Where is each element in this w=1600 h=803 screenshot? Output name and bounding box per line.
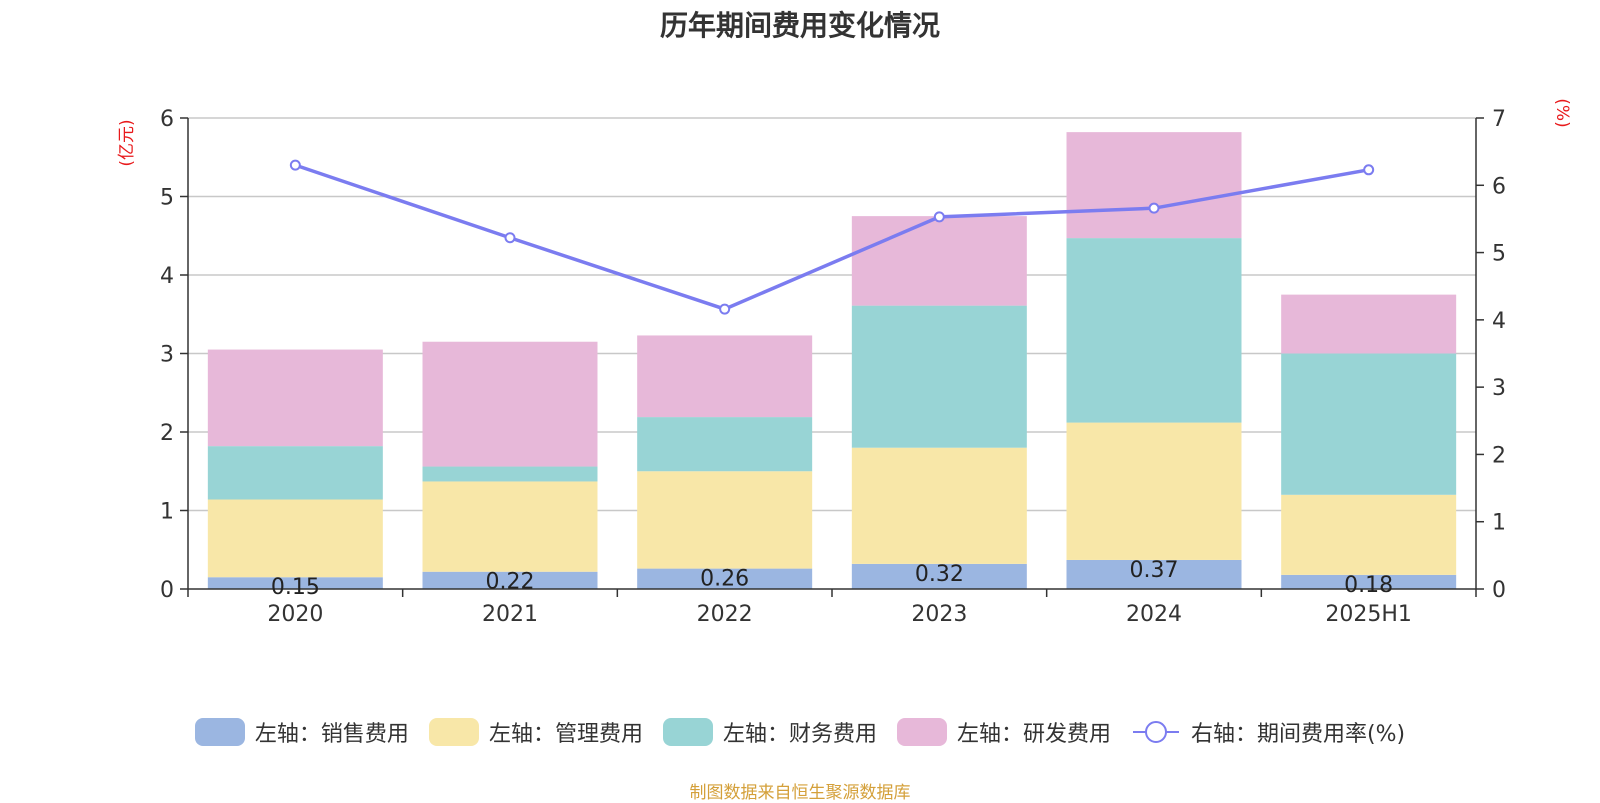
bar-segment [1281,353,1457,495]
bar-segment [851,447,1027,564]
right-tick-label: 3 [1492,376,1506,401]
legend-item[interactable]: 左轴：销售费用 [194,716,409,748]
legend-swatch [194,718,245,746]
bar-segment [1281,494,1457,575]
left-tick-label: 1 [160,500,174,525]
bar-segment [1066,422,1242,560]
legend-line-swatch [1132,721,1179,743]
rate-point [933,211,945,223]
right-tick-label: 5 [1492,242,1506,267]
rate-point [504,232,516,244]
bar-segment [1066,238,1242,423]
legend: 左轴：销售费用 左轴：管理费用 左轴：财务费用 左轴：研发费用 右轴：期间费用率(%) [0,716,1600,748]
right-tick-label: 4 [1492,309,1506,334]
legend-label: 左轴：财务费用 [722,722,877,747]
legend-item[interactable]: 左轴：研发费用 [896,716,1111,748]
bar-segment [851,305,1027,448]
legend-swatch [896,718,947,746]
bar-segment [422,481,598,572]
bar-segment [207,349,383,447]
bar-segment [422,571,598,589]
left-axis-unit: (亿元) [117,119,137,166]
right-tick-label: 1 [1492,511,1506,536]
legend-label: 左轴：研发费用 [956,722,1111,747]
legend-label: 右轴：期间费用率(%) [1190,722,1406,747]
source-note: 制图数据来自恒生聚源数据库 [689,783,911,803]
left-tick-label: 5 [160,186,174,211]
bar-segment [637,568,813,589]
rate-point [719,303,731,315]
legend-item[interactable]: 右轴：期间费用率(%) [1131,716,1405,748]
data-label: 0.18 [1344,573,1393,598]
right-tick-label: 6 [1492,174,1506,199]
bar-segment [207,446,383,500]
legend-label: 左轴：销售费用 [254,722,409,747]
left-tick-label: 3 [160,343,174,368]
bar-segment [207,499,383,578]
rate-point [289,159,301,171]
x-tick-label: 2023 [911,602,967,627]
rate-line [294,163,1369,311]
bar-segment [1281,294,1457,354]
left-tick-label: 2 [160,421,174,446]
data-label: 0.26 [700,567,749,592]
rate-point [1148,202,1160,214]
data-label: 0.32 [915,562,964,587]
data-label: 0.22 [486,570,535,595]
bar-segment [422,466,598,482]
bar-segment [637,471,813,569]
bar-segment [1066,559,1242,589]
bar-segment [851,216,1027,306]
rate-point [1363,164,1375,176]
chart-title: 历年期间费用变化情况 [659,9,940,42]
bar-segment [851,563,1027,589]
bar-segment [422,341,598,467]
legend-item[interactable]: 左轴：管理费用 [428,716,643,748]
x-tick-label: 2022 [697,602,753,627]
data-label: 0.15 [271,575,320,600]
legend-marker [1144,721,1167,743]
x-tick-label: 2021 [482,602,538,627]
legend-label: 左轴：管理费用 [488,722,643,747]
left-tick-label: 0 [160,578,174,603]
right-tick-label: 0 [1492,578,1506,603]
legend-item[interactable]: 左轴：财务费用 [662,716,877,748]
right-axis-unit: (%) [1552,98,1572,127]
right-tick-label: 2 [1492,443,1506,468]
data-label: 0.37 [1130,558,1179,583]
legend-swatch [662,718,713,746]
left-tick-label: 6 [160,107,174,132]
bar-segment [637,417,813,472]
bar-segment [637,335,813,418]
bar-segment [1281,574,1457,589]
legend-swatch [428,718,479,746]
x-tick-label: 2025H1 [1325,602,1412,627]
bar-segment [207,577,383,589]
x-tick-label: 2024 [1126,602,1182,627]
left-tick-label: 4 [160,264,174,289]
right-tick-label: 7 [1492,107,1506,132]
bar-segment [1066,132,1242,239]
x-tick-label: 2020 [267,602,323,627]
